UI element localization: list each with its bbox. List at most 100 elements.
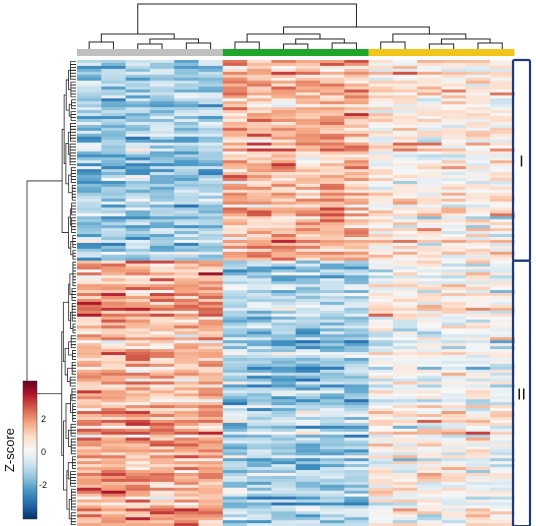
heatmap-cell [174,319,199,323]
heatmap-cell [198,493,224,497]
heatmap-cell [441,387,467,391]
heatmap-cell [125,378,151,382]
heatmap-cell [77,234,102,238]
heatmap-cell [149,275,175,279]
heatmap-cell [490,381,515,385]
dendrogram-link [72,406,76,410]
heatmap-cell [441,470,467,474]
heatmap-cell [125,86,151,90]
heatmap-cell [392,169,418,173]
heatmap-cell [392,363,418,368]
heatmap-cell [222,434,248,438]
heatmap-cell [392,68,418,73]
heatmap-cell [441,178,467,182]
heatmap-cell [368,307,394,312]
heatmap-cell [247,475,272,480]
heatmap-cell [417,116,442,120]
heatmap-cell [174,130,199,135]
heatmap-cell [392,260,418,264]
heatmap-cell [77,116,102,120]
heatmap-cell [149,517,175,521]
heatmap-cell [368,169,394,173]
heatmap-cell [465,154,491,158]
heatmap-cell [125,287,151,291]
heatmap-cell [149,151,175,155]
heatmap-cell [465,502,491,506]
heatmap-cell [295,284,321,288]
heatmap-cell [368,148,394,152]
heatmap-cell [320,107,345,111]
heatmap-cell [222,178,248,182]
heatmap-cell [344,366,369,371]
heatmap-cell [368,275,394,279]
heatmap-cell [101,440,126,444]
heatmap-cell [174,304,199,309]
heatmap-cell [320,219,345,223]
group-bar [368,49,515,56]
heatmap-cell [490,65,515,70]
heatmap-cell [441,119,467,123]
heatmap-cell [417,310,442,315]
heatmap-cell [320,446,345,450]
heatmap-cell [320,363,345,368]
heatmap-cell [222,62,248,67]
heatmap-cell [271,163,297,167]
heatmap-cell [417,319,442,323]
heatmap-cell [490,275,515,279]
heatmap-cell [344,452,369,456]
heatmap-cell [344,343,369,347]
heatmap-cell [344,166,369,170]
heatmap-cell [392,496,418,500]
heatmap-cell [198,346,224,350]
heatmap-cell [441,328,467,332]
heatmap-cell [247,352,272,356]
heatmap-cell [271,493,297,497]
heatmap-cell [101,352,126,356]
heatmap-cell [125,80,151,84]
heatmap-cell [222,411,248,415]
heatmap-cell [490,180,515,185]
heatmap-cell [125,198,151,202]
heatmap-cell [247,405,272,409]
heatmap-cell [490,378,515,382]
heatmap-cell [320,77,345,82]
heatmap-cell [77,508,102,512]
heatmap-cell [441,405,467,409]
heatmap-cell [344,422,369,427]
colorbar-label: Z-score [2,428,17,472]
heatmap-cell [392,89,418,93]
heatmap-cell [465,378,491,382]
heatmap-cell [465,372,491,377]
heatmap-cell [490,322,515,326]
heatmap-cell [392,284,418,288]
heatmap-cell [174,452,199,456]
heatmap-cell [271,517,297,521]
heatmap-cell [368,228,394,232]
heatmap-cell [368,186,394,191]
heatmap-cell [368,390,394,394]
heatmap-cell [320,505,345,509]
heatmap-cell [247,422,272,427]
dendrogram-link [70,341,76,346]
heatmap-cell [149,284,175,288]
heatmap-cell [271,121,297,126]
heatmap-cell [174,216,199,220]
heatmap-cell [149,62,175,67]
heatmap-cell [247,107,272,111]
heatmap-cell [417,434,442,438]
heatmap-cell [295,77,321,82]
heatmap-cell [271,269,297,273]
heatmap-cell [271,95,297,99]
heatmap-cell [392,402,418,406]
heatmap-cell [101,254,126,259]
heatmap-cell [344,284,369,288]
heatmap-cell [174,493,199,497]
heatmap-cell [490,225,515,229]
dendrogram-link [71,506,76,511]
heatmap-cell [271,481,297,486]
heatmap-cell [320,470,345,474]
column-group-bars [77,49,515,56]
heatmap-cell [222,505,248,509]
heatmap-cell [417,449,442,453]
heatmap-cell [465,331,491,335]
